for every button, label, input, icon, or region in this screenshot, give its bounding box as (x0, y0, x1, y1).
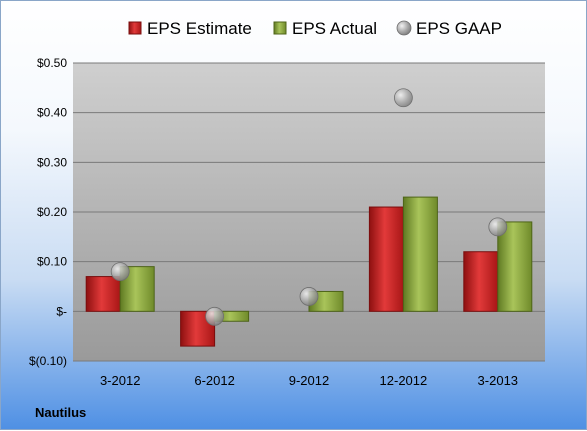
estimate-bar (463, 251, 499, 312)
x-axis-categories: 3-2012 6-2012 9-2012 12-2012 3-2013 (100, 373, 518, 388)
legend-label: EPS Estimate (147, 19, 252, 38)
legend-swatch (128, 21, 142, 35)
y-tick-label: $0.50 (37, 56, 67, 70)
x-category-label: 3-2012 (100, 373, 140, 388)
legend-label: EPS Actual (292, 19, 377, 38)
gaap-points (110, 88, 508, 326)
legend: EPS Estimate EPS Actual EPS GAAP (128, 19, 502, 38)
y-tick-label: $- (56, 304, 67, 318)
y-tick-label: $(0.10) (29, 354, 67, 368)
estimate-bar (368, 206, 404, 312)
y-tick-label: $0.40 (37, 106, 67, 120)
y-tick-label: $0.20 (37, 205, 67, 219)
y-tick-label: $0.10 (37, 255, 67, 269)
actual-bar (497, 221, 533, 312)
x-category-label: 12-2012 (380, 373, 428, 388)
gaap-point (393, 88, 413, 108)
gaap-point (205, 306, 225, 326)
y-tick-label: $0.30 (37, 155, 67, 169)
y-axis-ticks: $0.50 $0.40 $0.30 $0.20 $0.10 $- $(0.10) (29, 56, 67, 368)
actual-bar (402, 196, 438, 312)
company-label: Nautilus (35, 405, 86, 420)
legend-label: EPS GAAP (416, 19, 502, 38)
gaap-point (299, 287, 319, 306)
bars (85, 196, 533, 347)
x-category-label: 3-2013 (478, 373, 518, 388)
estimate-bar (85, 276, 121, 312)
gaap-point (488, 217, 508, 237)
legend-swatch (396, 20, 412, 36)
legend-swatch (273, 21, 287, 35)
x-category-label: 6-2012 (194, 373, 234, 388)
gaap-point (110, 262, 130, 282)
x-category-label: 9-2012 (289, 373, 329, 388)
